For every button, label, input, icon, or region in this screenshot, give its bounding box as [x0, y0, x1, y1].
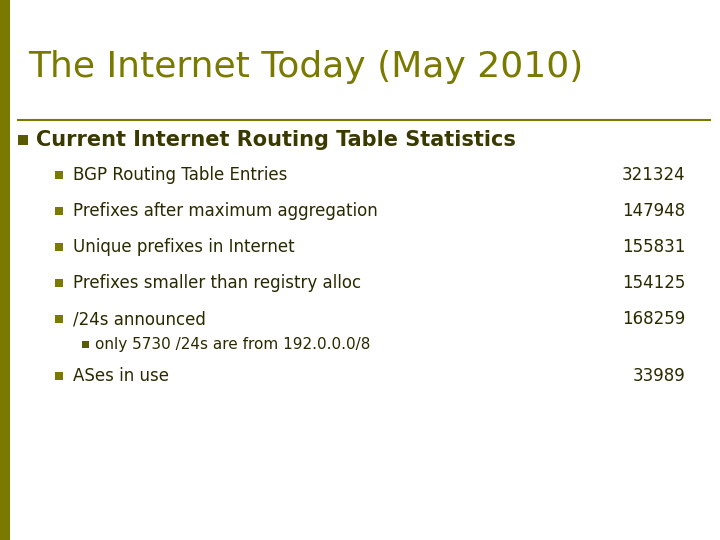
FancyBboxPatch shape: [55, 171, 63, 179]
FancyBboxPatch shape: [55, 372, 63, 380]
FancyBboxPatch shape: [0, 0, 10, 540]
Text: 154125: 154125: [621, 274, 685, 292]
FancyBboxPatch shape: [55, 279, 63, 287]
Text: 321324: 321324: [621, 166, 685, 184]
FancyBboxPatch shape: [55, 315, 63, 323]
Text: Prefixes after maximum aggregation: Prefixes after maximum aggregation: [73, 202, 378, 220]
Text: Unique prefixes in Internet: Unique prefixes in Internet: [73, 238, 294, 256]
FancyBboxPatch shape: [55, 243, 63, 251]
FancyBboxPatch shape: [82, 341, 89, 348]
Text: 168259: 168259: [622, 310, 685, 328]
Text: 147948: 147948: [622, 202, 685, 220]
Text: 33989: 33989: [632, 367, 685, 384]
Text: ASes in use: ASes in use: [73, 367, 169, 384]
Text: /24s announced: /24s announced: [73, 310, 206, 328]
FancyBboxPatch shape: [18, 135, 28, 145]
Text: only 5730 /24s are from 192.0.0.0/8: only 5730 /24s are from 192.0.0.0/8: [95, 338, 370, 353]
FancyBboxPatch shape: [55, 207, 63, 215]
Text: The Internet Today (May 2010): The Internet Today (May 2010): [28, 50, 583, 84]
Text: Current Internet Routing Table Statistics: Current Internet Routing Table Statistic…: [36, 130, 516, 150]
Text: 155831: 155831: [621, 238, 685, 256]
Text: BGP Routing Table Entries: BGP Routing Table Entries: [73, 166, 287, 184]
Text: Prefixes smaller than registry alloc: Prefixes smaller than registry alloc: [73, 274, 361, 292]
